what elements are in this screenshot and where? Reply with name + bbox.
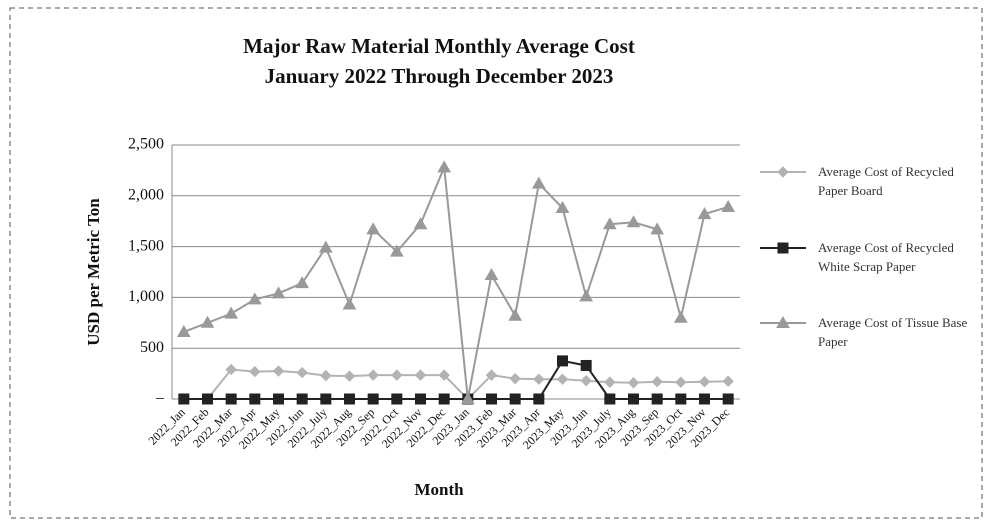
data-point [414,369,427,381]
legend-item: Average Cost of Tissue Base Paper [760,313,980,351]
y-tick-label: 500 [140,339,164,356]
data-point [318,240,333,253]
data-point [295,276,310,289]
y-tick-label: 2,000 [128,186,164,203]
data-point [698,376,711,388]
data-point [628,393,639,405]
legend-marker [760,166,806,178]
data-point [178,393,190,405]
data-point [225,363,237,376]
y-tick-label: – [155,390,165,407]
legend-marker [760,315,806,328]
data-point [437,160,452,173]
data-point [604,376,616,388]
data-point [249,393,261,405]
y-tick-label: 1,500 [128,237,164,254]
legend-label: Average Cost of Tissue Base Paper [818,315,968,349]
data-point [343,370,356,382]
data-point [413,217,428,230]
data-point [272,365,285,377]
legend-label: Average Cost of Recycled White Scrap Pap… [818,240,954,274]
data-point [675,376,687,388]
data-point [580,375,592,387]
data-point [249,365,261,378]
data-point [509,393,521,405]
frame [9,7,983,519]
data-point [626,215,641,228]
data-point [366,222,381,235]
data-point [509,372,521,385]
data-point [484,268,499,281]
data-point [651,376,663,388]
data-point [533,373,545,385]
y-tick-label: 1,000 [128,288,164,305]
data-point [296,393,308,405]
data-point [579,289,594,302]
data-point [344,393,355,405]
data-point [176,324,191,337]
data-point [367,393,379,405]
data-point [460,391,475,404]
data-point [722,375,734,387]
data-point [367,369,379,381]
legend-item: Average Cost of Recycled Paper Board [760,162,980,200]
data-point [415,393,426,405]
data-point [485,369,498,381]
data-point [247,292,262,305]
legend-symbol [777,166,789,178]
data-point [531,176,546,189]
series-line [183,166,729,400]
legend-symbol [777,242,789,254]
data-point [602,217,617,230]
legend-symbol [776,315,790,328]
data-point [699,393,710,405]
data-point [556,373,569,385]
data-point [533,393,545,405]
series-line [183,368,729,401]
data-point [675,393,687,405]
data-point [508,308,523,321]
data-point [673,310,688,323]
data-point [320,393,332,405]
data-point [342,297,357,310]
legend-marker [760,242,806,254]
data-point [722,393,734,405]
data-point [604,393,616,405]
y-tick-label: 2,500 [128,136,164,153]
legend-label: Average Cost of Recycled Paper Board [818,164,954,198]
data-point [391,369,403,381]
data-point [224,306,239,319]
data-point [320,369,332,382]
data-point [580,359,592,371]
x-axis-title: Month [414,480,464,499]
data-point [557,355,568,367]
legend-item: Average Cost of Recycled White Scrap Pap… [760,238,980,276]
chart-subtitle: January 2022 Through December 2023 [265,64,614,88]
data-point [296,366,308,379]
data-point [438,393,450,405]
chart-title: Major Raw Material Monthly Average Cost [243,34,635,58]
data-point [697,207,712,220]
data-point [273,393,284,405]
data-point [650,222,665,235]
data-point [651,393,663,405]
data-point [391,393,403,405]
data-point [202,393,213,405]
data-point [486,393,497,405]
series-line [183,359,729,400]
data-point [200,315,215,328]
data-point [555,200,570,213]
data-point [389,244,404,257]
data-point [225,393,237,405]
y-axis-title: USD per Metric Ton [84,198,103,346]
data-point [271,286,286,299]
data-point [438,369,450,381]
data-point [721,199,736,212]
data-point [627,377,640,389]
